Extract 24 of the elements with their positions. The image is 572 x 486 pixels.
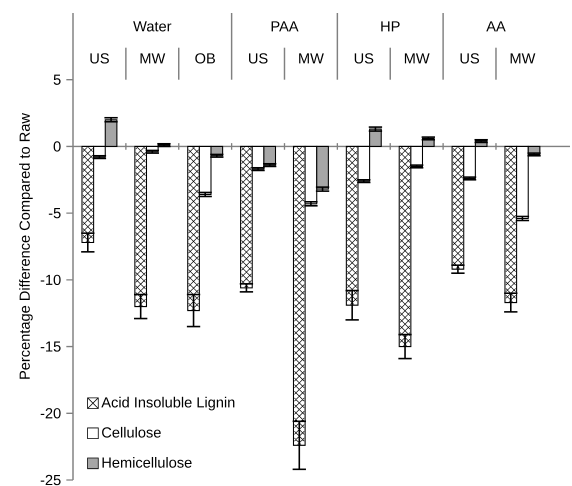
y-tick-label: -5 <box>48 208 61 218</box>
legend-label: Hemicellulose <box>102 456 192 468</box>
legend-label: Cellulose <box>102 426 161 438</box>
y-tick-label: -25 <box>40 474 61 486</box>
x-tick-label: US <box>249 53 268 64</box>
x-tick-label: MW <box>510 53 536 64</box>
annotation: Water <box>133 21 172 32</box>
y-tick-label: -15 <box>40 341 61 352</box>
annotation: PAA <box>272 21 299 32</box>
y-tick-label: 5 <box>54 74 61 85</box>
x-tick-label: US <box>90 53 109 64</box>
annotation: AA <box>486 21 506 32</box>
legend-label: Acid Insoluble Lignin <box>101 396 234 410</box>
x-tick-label: MW <box>404 53 430 64</box>
x-tick-label: OB <box>195 53 215 64</box>
x-tick-label: MW <box>299 53 324 64</box>
x-tick-label: US <box>354 53 374 64</box>
annotation: HP <box>381 21 400 32</box>
y-tick-label: 0 <box>54 141 61 152</box>
y-axis-title: Percentage Difference Compared to Raw <box>19 113 33 379</box>
y-tick-label: -20 <box>40 408 61 418</box>
x-tick-label: MW <box>140 53 166 64</box>
x-tick-label: US <box>460 53 480 64</box>
y-tick-label: -10 <box>40 274 61 286</box>
